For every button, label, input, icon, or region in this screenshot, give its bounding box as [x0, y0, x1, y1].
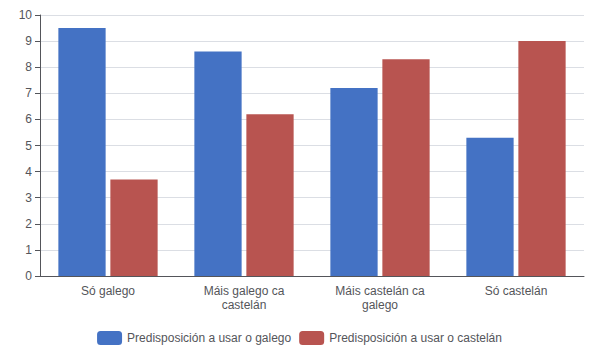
- svg-text:Máis castelán ca: Máis castelán ca: [335, 284, 425, 298]
- svg-text:9: 9: [25, 34, 32, 48]
- svg-text:galego: galego: [362, 298, 398, 312]
- svg-text:3: 3: [25, 191, 32, 205]
- svg-text:0: 0: [25, 269, 32, 283]
- svg-text:1: 1: [25, 243, 32, 257]
- svg-text:Máis galego ca: Máis galego ca: [204, 284, 285, 298]
- svg-text:Só galego: Só galego: [81, 284, 135, 298]
- svg-text:10: 10: [19, 8, 33, 22]
- svg-text:5: 5: [25, 139, 32, 153]
- svg-text:6: 6: [25, 112, 32, 126]
- svg-text:Predisposición a usar o castel: Predisposición a usar o castelán: [329, 331, 502, 345]
- svg-text:7: 7: [25, 86, 32, 100]
- svg-text:2: 2: [25, 217, 32, 231]
- svg-text:4: 4: [25, 165, 32, 179]
- svg-text:Predisposición a usar o galego: Predisposición a usar o galego: [127, 331, 291, 345]
- svg-text:castelán: castelán: [222, 298, 267, 312]
- svg-text:Só castelán: Só castelán: [485, 284, 548, 298]
- svg-text:8: 8: [25, 60, 32, 74]
